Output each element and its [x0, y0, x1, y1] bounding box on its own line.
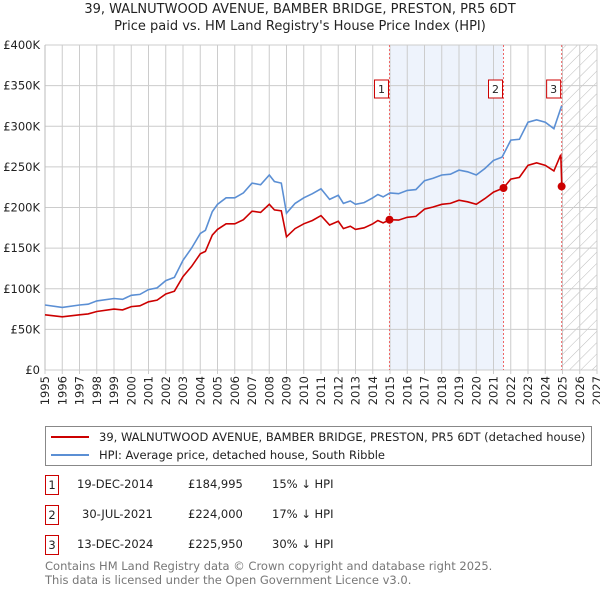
sale-row: 1 19-DEC-2014 £184,995 15% ↓ HPI — [45, 475, 545, 495]
x-tick-label: 2020 — [469, 376, 483, 405]
sale-price: £224,000 — [188, 507, 243, 521]
x-tick-label: 2012 — [331, 376, 345, 405]
sale-marker-box: 3 — [45, 535, 59, 555]
sale-date: 30-JUL-2021 — [82, 507, 153, 521]
y-tick-label: £250K — [3, 160, 40, 174]
sale-marker-box: 1 — [45, 475, 59, 495]
x-tick-label: 2016 — [400, 376, 414, 405]
sale-point — [499, 184, 508, 192]
y-tick-label: £400K — [3, 38, 40, 52]
sale-hpi-diff: 17% ↓ HPI — [272, 507, 334, 521]
y-tick-label: £50K — [11, 322, 41, 336]
x-tick-label: 2011 — [314, 376, 328, 405]
x-tick-label: 2013 — [349, 376, 363, 405]
x-tick-label: 1995 — [38, 376, 52, 405]
chart-subtitle: Price paid vs. HM Land Registry's House … — [114, 19, 486, 34]
legend-swatch-property — [51, 436, 89, 438]
y-tick-label: £200K — [3, 201, 40, 215]
sale-hpi-diff: 30% ↓ HPI — [272, 537, 334, 551]
plot-area: 1995 1996 1997 1998 1999 2000 2001 2002 2003 2004… — [3, 38, 600, 405]
x-tick-label: 2007 — [245, 376, 259, 405]
x-tick-label: 2006 — [228, 376, 242, 405]
y-tick-label: £100K — [3, 282, 40, 296]
x-tick-label: 2005 — [211, 376, 225, 405]
footer-licence: This data is licensed under the Open Gov… — [45, 573, 412, 587]
y-tick-label: £300K — [3, 119, 40, 133]
sale-price: £184,995 — [188, 477, 243, 491]
sale-label-box — [488, 79, 504, 99]
sale-row: 3 13-DEC-2024 £225,950 30% ↓ HPI — [45, 535, 545, 555]
legend: 39, WALNUTWOOD AVENUE, BAMBER BRIDGE, PR… — [45, 426, 592, 466]
legend-label-property: 39, WALNUTWOOD AVENUE, BAMBER BRIDGE, PR… — [99, 430, 586, 444]
x-tick-label: 1999 — [107, 376, 121, 405]
x-tick-label: 2018 — [435, 376, 449, 405]
sale-date: 19-DEC-2014 — [77, 477, 154, 491]
x-tick-label: 2017 — [418, 376, 432, 405]
x-tick-label: 2003 — [176, 376, 190, 405]
x-tick-label: 2001 — [142, 376, 156, 405]
series-line — [44, 105, 563, 309]
sale-label-box — [373, 79, 389, 99]
x-tick-label: 2014 — [366, 376, 380, 405]
y-tick-label: £350K — [3, 79, 40, 93]
x-tick-label: 2000 — [124, 376, 138, 405]
x-tick-label: 2015 — [383, 376, 397, 405]
legend-label-hpi: HPI: Average price, detached house, Sout… — [99, 448, 386, 462]
sale-price: £225,950 — [188, 537, 243, 551]
series-line — [44, 154, 563, 318]
chart-title: 39, WALNUTWOOD AVENUE, BAMBER BRIDGE, PR… — [84, 2, 516, 17]
x-tick-label: 1998 — [90, 376, 104, 405]
x-tick-label: 2004 — [193, 376, 207, 405]
sale-label: 2 — [492, 83, 499, 96]
x-tick-label: 2021 — [487, 376, 501, 405]
sale-point — [385, 215, 394, 224]
footer-copyright: Contains HM Land Registry data © Crown c… — [45, 559, 493, 573]
sale-hpi-diff: 15% ↓ HPI — [272, 477, 334, 491]
x-tick-label: 2026 — [573, 376, 587, 405]
x-tick-label: 1997 — [73, 376, 87, 405]
x-tick-label: 2023 — [521, 376, 535, 405]
x-tick-label: 2002 — [159, 376, 173, 405]
legend-swatch-hpi — [51, 454, 89, 456]
y-tick-label: £150K — [3, 241, 40, 255]
sale-label: 1 — [378, 83, 385, 96]
sale-label: 3 — [550, 83, 557, 96]
y-tick-label: £0 — [25, 363, 40, 377]
x-tick-label: 1996 — [55, 376, 69, 405]
x-tick-label: 2008 — [262, 376, 276, 405]
x-tick-label: 2027 — [590, 376, 600, 405]
x-tick-label: 2022 — [504, 376, 518, 405]
x-tick-label: 2025 — [556, 376, 570, 405]
x-tick-label: 2019 — [452, 376, 466, 405]
x-tick-label: 2010 — [297, 376, 311, 405]
x-tick-label: 2009 — [280, 376, 294, 405]
sale-marker-box: 2 — [45, 505, 59, 525]
sale-label-box — [546, 79, 562, 99]
sale-point — [557, 182, 566, 191]
x-tick-label: 2024 — [538, 376, 552, 405]
sale-row: 2 30-JUL-2021 £224,000 17% ↓ HPI — [45, 505, 545, 525]
sale-date: 13-DEC-2024 — [77, 537, 154, 551]
